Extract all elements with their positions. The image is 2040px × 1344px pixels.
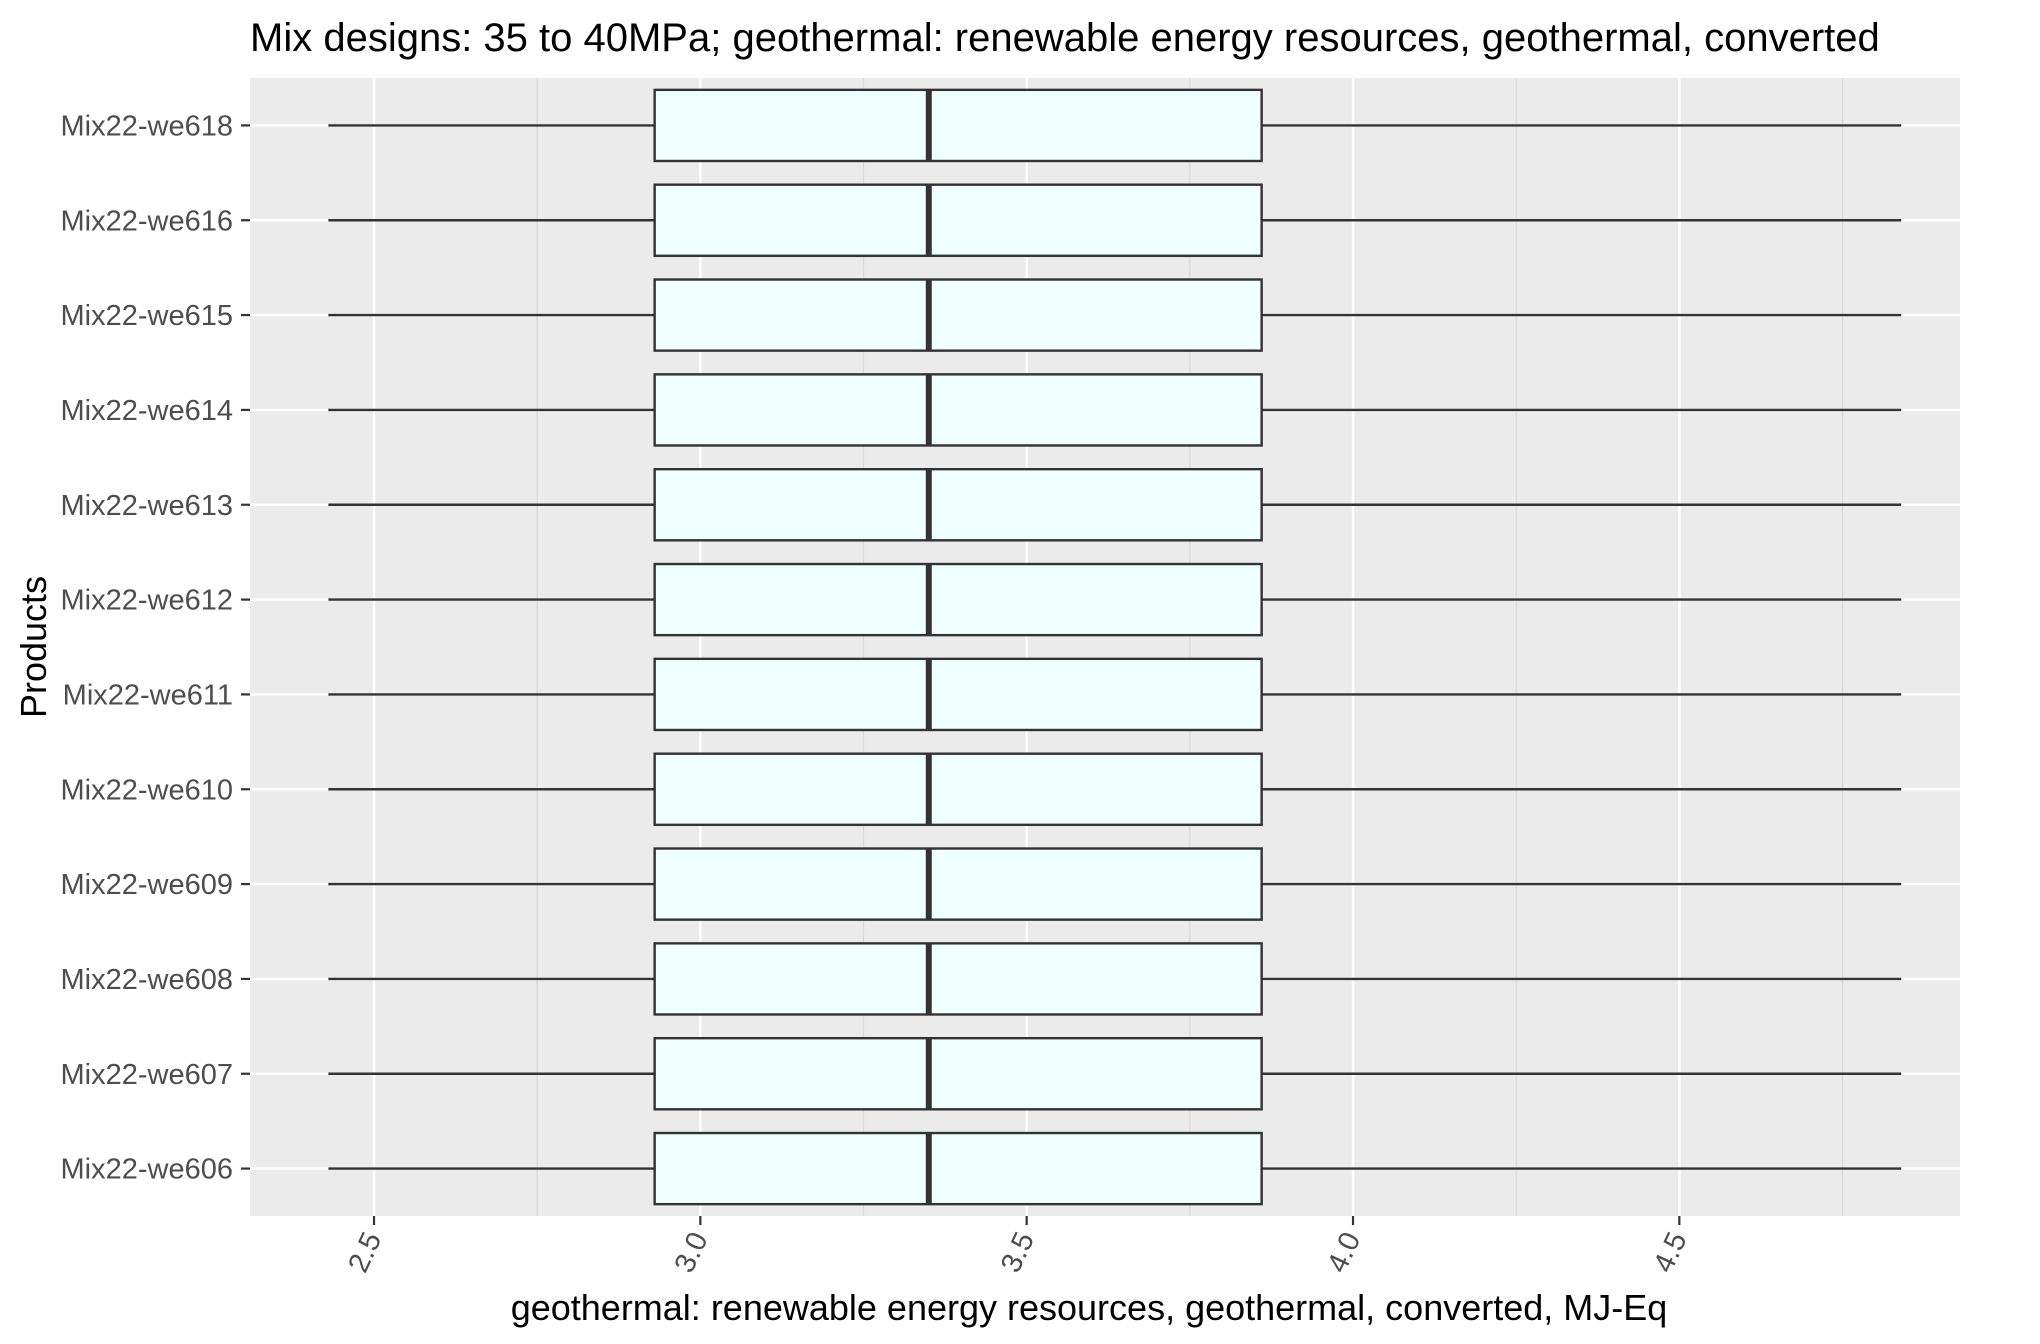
box-Mix22-we609 [328,847,1902,921]
x-tick-label: 2.5 [342,1227,388,1277]
box-Mix22-we613 [328,467,1902,542]
y-tick-label: Mix22-we615 [61,300,233,332]
box-Mix22-we610 [328,752,1902,827]
grid-minor [536,78,1844,1216]
boxes [328,88,1902,1206]
x-axis-title: geothermal: renewable energy resources, … [511,1287,1668,1328]
box-Mix22-we606 [328,1131,1902,1206]
box-iqr [653,183,1263,258]
y-tick-label: Mix22-we606 [61,1154,233,1186]
y-tick-label: Mix22-we610 [61,774,233,806]
y-tick-label: Mix22-we613 [61,490,233,522]
box-iqr [653,657,1263,732]
box-iqr [653,752,1263,827]
x-axis-ticks: 2.5 3.0 3.5 4.0 4.5 [342,1216,1694,1278]
box-iqr [653,88,1263,163]
box-Mix22-we616 [328,183,1902,258]
box-iqr [653,1036,1263,1111]
box-iqr [653,1131,1263,1206]
box-Mix22-we608 [328,942,1902,1016]
y-tick-label: Mix22-we616 [61,205,233,237]
box-Mix22-we618 [328,88,1902,163]
box-iqr [653,942,1263,1016]
y-tick-label: Mix22-we608 [61,964,233,996]
x-tick-label: 4.0 [1321,1227,1367,1277]
x-tick-label: 3.5 [995,1227,1041,1277]
y-tick-label: Mix22-we611 [63,679,233,711]
y-tick-label: Mix22-we618 [61,110,233,142]
y-tick-label: Mix22-we607 [61,1059,233,1091]
y-tick-label: Mix22-we612 [61,585,233,617]
box-iqr [653,278,1263,352]
y-tick-label: Mix22-we609 [61,869,233,901]
box-iqr [653,373,1263,447]
box-iqr [653,562,1263,637]
y-axis-ticks: Mix22-we606 Mix22-we607 Mix22-we608 Mix22-w… [61,110,250,1186]
box-Mix22-we614 [328,373,1902,447]
box-Mix22-we612 [328,562,1902,637]
box-iqr [653,847,1263,921]
x-tick-label: 4.5 [1648,1227,1694,1277]
chart-title: Mix designs: 35 to 40MPa; geothermal: re… [250,16,1880,60]
x-tick-label: 3.0 [669,1227,715,1277]
box-Mix22-we607 [328,1036,1902,1111]
plot-panel [250,78,1960,1216]
box-Mix22-we615 [328,278,1902,352]
box-iqr [653,467,1263,542]
y-axis-title: Products [13,576,54,718]
y-tick-label: Mix22-we614 [61,395,233,427]
box-Mix22-we611 [328,657,1902,732]
